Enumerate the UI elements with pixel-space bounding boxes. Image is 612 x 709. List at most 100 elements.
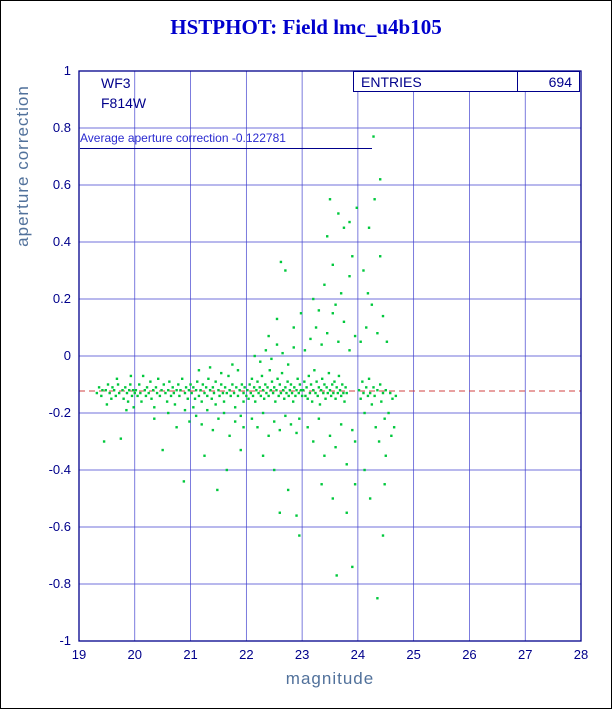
data-point xyxy=(290,391,294,395)
data-point xyxy=(335,386,338,389)
data-point xyxy=(225,391,229,395)
data-point xyxy=(304,394,307,398)
data-point xyxy=(286,380,289,383)
data-point xyxy=(284,386,287,389)
data-point xyxy=(342,226,346,229)
data-point xyxy=(129,383,132,386)
data-point xyxy=(201,383,205,386)
x-tick-label: 26 xyxy=(462,647,477,662)
data-point xyxy=(194,414,198,418)
data-point xyxy=(223,386,227,389)
data-point xyxy=(370,303,374,306)
data-point xyxy=(287,394,290,398)
data-point xyxy=(221,391,225,395)
data-point xyxy=(309,337,312,341)
data-point xyxy=(267,434,270,437)
data-point xyxy=(361,380,364,383)
data-point xyxy=(280,371,284,375)
data-point xyxy=(212,391,216,395)
data-point xyxy=(353,483,357,486)
data-point xyxy=(232,391,236,395)
data-point xyxy=(334,397,337,400)
data-point xyxy=(373,198,376,201)
data-point xyxy=(236,394,240,398)
data-point xyxy=(144,394,148,398)
data-point xyxy=(225,468,229,472)
data-point xyxy=(271,391,275,395)
data-point xyxy=(172,391,176,395)
data-point xyxy=(97,386,101,389)
data-point xyxy=(105,403,109,406)
data-point xyxy=(289,423,293,426)
data-point xyxy=(377,440,381,443)
data-point xyxy=(240,383,244,386)
data-point xyxy=(122,397,125,400)
data-point xyxy=(199,389,202,392)
data-point xyxy=(345,391,348,395)
data-point xyxy=(344,386,347,389)
data-point xyxy=(312,440,315,443)
data-point xyxy=(264,349,268,352)
data-point xyxy=(231,363,234,366)
data-point xyxy=(220,383,223,386)
data-point xyxy=(329,394,333,398)
data-point xyxy=(136,394,139,398)
data-point xyxy=(178,394,181,398)
data-point xyxy=(351,428,354,432)
data-point xyxy=(334,303,337,306)
data-point xyxy=(160,389,163,392)
y-tick-label: 0.8 xyxy=(52,120,71,135)
data-point xyxy=(206,408,209,412)
data-point xyxy=(153,417,156,420)
data-point xyxy=(157,377,160,380)
data-point xyxy=(296,377,299,380)
data-point xyxy=(295,389,298,392)
data-point xyxy=(218,394,221,398)
data-point xyxy=(100,394,103,398)
data-point xyxy=(115,377,119,380)
x-axis-label: magnitude xyxy=(285,669,375,688)
data-point xyxy=(314,326,318,329)
data-point xyxy=(197,394,201,398)
data-point xyxy=(315,380,318,383)
data-point xyxy=(295,431,298,435)
data-point xyxy=(228,434,231,437)
data-point xyxy=(328,434,332,437)
camera-chip-label: WF3 xyxy=(101,75,131,91)
data-point xyxy=(379,255,382,258)
data-point xyxy=(102,440,106,443)
data-point xyxy=(164,391,167,395)
data-point xyxy=(153,406,156,409)
data-point xyxy=(203,391,206,395)
data-point xyxy=(333,380,336,383)
data-point xyxy=(376,332,379,335)
data-point xyxy=(124,386,127,389)
data-point xyxy=(171,386,174,389)
data-point xyxy=(326,332,329,335)
data-point xyxy=(339,394,343,398)
data-point xyxy=(239,448,242,452)
data-point xyxy=(284,269,287,272)
data-point xyxy=(255,389,258,392)
data-point xyxy=(281,389,285,392)
data-point xyxy=(203,454,206,457)
data-point xyxy=(183,408,187,412)
data-point xyxy=(302,389,305,392)
x-tick-label: 28 xyxy=(573,647,589,662)
data-point xyxy=(177,383,180,386)
data-point xyxy=(284,414,287,418)
data-point xyxy=(222,400,226,403)
data-point xyxy=(331,263,334,266)
data-point xyxy=(167,389,170,392)
data-point xyxy=(155,391,159,395)
data-point xyxy=(208,366,212,369)
data-point xyxy=(248,383,251,386)
data-point xyxy=(249,391,252,395)
data-point xyxy=(313,369,316,372)
data-point xyxy=(141,374,145,378)
y-tick-label: 0 xyxy=(63,348,71,363)
data-point xyxy=(275,389,278,392)
data-point xyxy=(246,389,249,392)
data-point xyxy=(383,483,386,486)
x-tick-label: 25 xyxy=(406,647,421,662)
